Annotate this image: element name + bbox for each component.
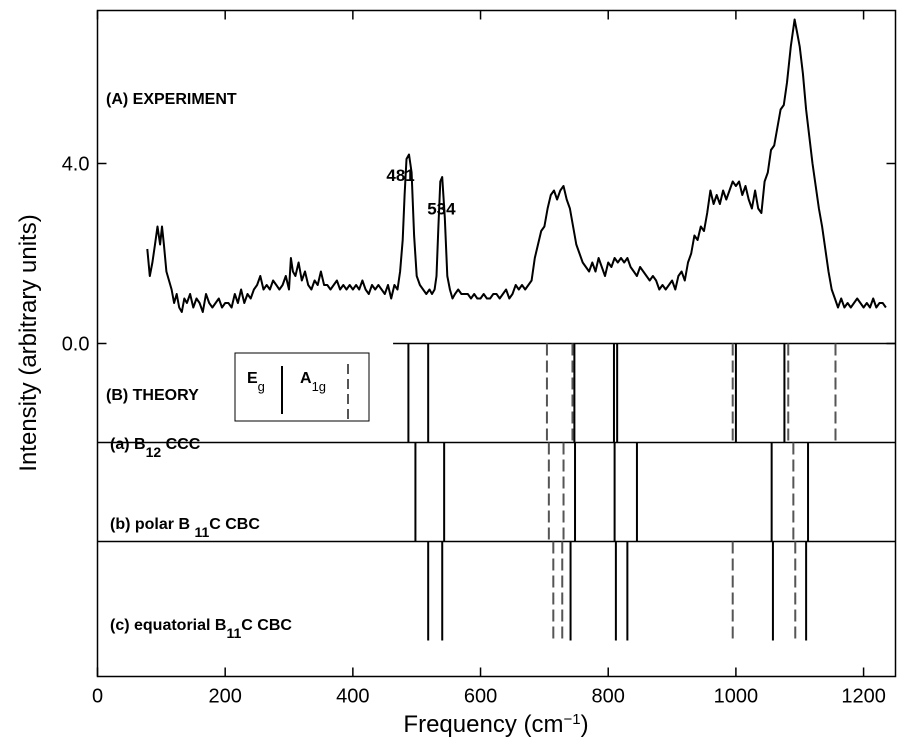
legend-eg-label: Eg bbox=[247, 370, 265, 394]
x-axis-title: Frequency (cm−1) bbox=[403, 711, 588, 739]
legend-box bbox=[234, 352, 370, 422]
x-tick-label: 0 bbox=[92, 686, 103, 708]
theory-panel-label: (a) B12 CCC bbox=[110, 436, 201, 460]
theory-panel-label: (b) polar B 11C CBC bbox=[110, 516, 260, 540]
x-tick-label: 800 bbox=[592, 686, 625, 708]
y-axis-title: Intensity (arbitrary units) bbox=[15, 214, 42, 471]
x-tick-label: 200 bbox=[208, 686, 241, 708]
x-tick-label: 1200 bbox=[841, 686, 886, 708]
y-tick-label: 0.0 bbox=[62, 334, 90, 356]
peak-label-534: 534 bbox=[427, 200, 456, 219]
y-tick-label: 4.0 bbox=[62, 154, 90, 176]
peak-label-481: 481 bbox=[386, 166, 414, 185]
theory-label: (B) THEORY bbox=[106, 387, 199, 404]
theory-panel-label: (c) equatorial B11C CBC bbox=[110, 617, 292, 641]
y-axis-ticks: 0.0 4.0 bbox=[62, 154, 896, 356]
theory-panel-1: (b) polar B 11C CBC bbox=[97, 442, 896, 543]
experiment-spectrum-line bbox=[146, 18, 887, 313]
x-tick-label: 1000 bbox=[714, 686, 759, 708]
theory-panels: (a) B12 CCC (b) polar B 11C CBC (c) equato… bbox=[97, 342, 896, 641]
legend-a1g-label: A1g bbox=[300, 370, 326, 394]
peak-labels: 481 534 bbox=[386, 166, 456, 219]
x-axis-ticks: 0 200 400 600 800 1000 1200 bbox=[92, 10, 886, 708]
theory-panel-0: (a) B12 CCC bbox=[97, 343, 896, 460]
theory-panel-2: (c) equatorial B11C CBC bbox=[110, 541, 808, 641]
theory-legend: Eg A1g bbox=[234, 352, 370, 422]
x-tick-label: 600 bbox=[464, 686, 497, 708]
x-tick-label: 400 bbox=[336, 686, 369, 708]
experiment-label: (A) EXPERIMENT bbox=[106, 91, 237, 108]
